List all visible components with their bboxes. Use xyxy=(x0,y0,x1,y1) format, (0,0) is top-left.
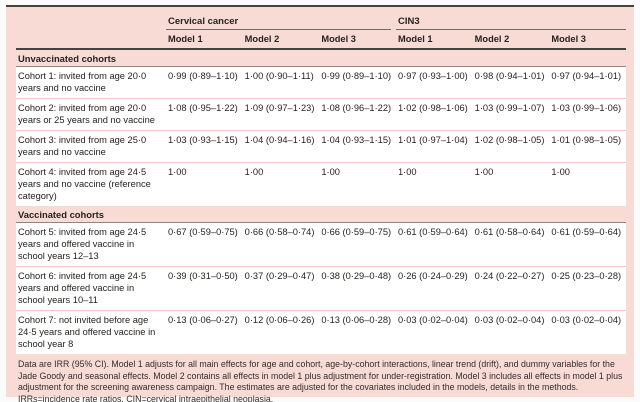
value-cell: 1·04 (0·94–1·16) xyxy=(244,135,315,145)
value-cell: 0·99 (0·89–1·10) xyxy=(168,71,238,81)
value-cell: 0·03 (0·02–0·04) xyxy=(397,315,468,325)
value-cell: 0·13 (0·06–0·27) xyxy=(168,315,238,325)
value-cell: 1·00 xyxy=(397,167,417,177)
value-cell: 1·08 (0·96–1·22) xyxy=(321,103,392,113)
value-cell: 1·08 (0·95–1·22) xyxy=(168,103,238,113)
table-row-cohort-6: Cohort 6: invited from age 24·5 years an… xyxy=(16,266,626,310)
row-label: Cohort 1: invited from age 20·0 years an… xyxy=(18,71,147,93)
table-body: Unvaccinated cohorts Cohort 1: invited f… xyxy=(16,50,626,354)
value-cell: 0·12 (0·06–0·26) xyxy=(244,315,315,325)
value-cell: 0·03 (0·02–0·04) xyxy=(474,315,545,325)
value-cell: 0·61 (0·58–0·64) xyxy=(474,227,545,237)
row-label: Cohort 5: invited from age 24·5 years an… xyxy=(18,227,147,261)
header-cc-model-2: Model 2 xyxy=(244,34,280,44)
value-cell: 1·00 xyxy=(474,167,494,177)
value-cell: 1·00 xyxy=(551,167,570,177)
value-cell: 0·61 (0·59–0·64) xyxy=(551,227,622,237)
value-cell: 1·09 (0·97–1·23) xyxy=(244,103,315,113)
value-cell: 1·03 (0·99–1·06) xyxy=(551,103,622,113)
value-cell: 1·03 (0·93–1·15) xyxy=(168,135,238,145)
value-cell: 1·01 (0·98–1·05) xyxy=(551,135,622,145)
value-cell: 0·13 (0·06–0·28) xyxy=(321,315,392,325)
section-header-vaccinated: Vaccinated cohorts xyxy=(16,206,626,223)
row-label: Cohort 7: not invited before age 24·5 ye… xyxy=(18,315,156,349)
value-cell: 0·24 (0·22–0·27) xyxy=(474,271,545,281)
value-cell: 0·38 (0·29–0·48) xyxy=(321,271,392,281)
row-label: Cohort 3: invited from age 25·0 years an… xyxy=(18,135,147,157)
header-cin3-model-1: Model 1 xyxy=(397,34,433,44)
value-cell: 0·66 (0·58–0·74) xyxy=(244,227,315,237)
value-cell: 1·02 (0·98–1·06) xyxy=(397,103,468,113)
value-cell: 0·67 (0·59–0·75) xyxy=(168,227,238,237)
value-cell: 0·26 (0·24–0·29) xyxy=(397,271,468,281)
value-cell: 0·66 (0·59–0·75) xyxy=(321,227,392,237)
table-row-cohort-7: Cohort 7: not invited before age 24·5 ye… xyxy=(16,310,626,354)
value-cell: 0·37 (0·29–0·47) xyxy=(244,271,315,281)
value-cell: 1·01 (0·97–1·04) xyxy=(397,135,468,145)
value-cell: 0·97 (0·94–1·01) xyxy=(551,71,622,81)
header-cin3-model-3: Model 3 xyxy=(551,34,586,44)
table-row-cohort-2: Cohort 2: invited from age 20·0 years or… xyxy=(16,98,626,130)
table-row-cohort-5: Cohort 5: invited from age 24·5 years an… xyxy=(16,223,626,266)
header-cc-model-1: Model 1 xyxy=(168,34,203,44)
header-cin3-model-2: Model 2 xyxy=(474,34,510,44)
table-footnote: Data are IRR (95% CI). Model 1 adjusts f… xyxy=(18,359,623,402)
value-cell: 0·61 (0·59–0·64) xyxy=(397,227,468,237)
table3-card: Cervical cancer CIN3 Model 1 Model 2 Mod… xyxy=(6,5,634,402)
value-cell: 1·00 xyxy=(168,167,187,177)
row-label: Cohort 2: invited from age 20·0 years or… xyxy=(18,103,155,125)
value-cell: 1·03 (0·99–1·07) xyxy=(474,103,545,113)
value-cell: 0·25 (0·23–0·28) xyxy=(551,271,622,281)
table-header: Cervical cancer CIN3 Model 1 Model 2 Mod… xyxy=(16,7,626,50)
table-row-cohort-1: Cohort 1: invited from age 20·0 years an… xyxy=(16,67,626,98)
row-label: Cohort 4: invited from age 24·5 years an… xyxy=(18,167,151,201)
value-cell: 0·97 (0·93–1·00) xyxy=(397,71,468,81)
value-cell: 1·04 (0·93–1·15) xyxy=(321,135,392,145)
col-group-cervical-cancer: Cervical cancer xyxy=(166,16,391,30)
header-cc-model-3: Model 3 xyxy=(321,34,356,44)
value-cell: 1·00 xyxy=(321,167,340,177)
table-row-cohort-4: Cohort 4: invited from age 24·5 years an… xyxy=(16,162,626,206)
value-cell: 0·98 (0·94–1·01) xyxy=(474,71,545,81)
value-cell: 0·39 (0·31–0·50) xyxy=(168,271,238,281)
col-group-cin3: CIN3 xyxy=(396,16,626,30)
section-header-unvaccinated: Unvaccinated cohorts xyxy=(16,50,626,67)
row-label: Cohort 6: invited from age 24·5 years an… xyxy=(18,271,147,305)
table-row-cohort-3: Cohort 3: invited from age 25·0 years an… xyxy=(16,130,626,162)
value-cell: 0·03 (0·02–0·04) xyxy=(551,315,622,325)
value-cell: 0·99 (0·89–1·10) xyxy=(321,71,392,81)
model-header-row: Model 1 Model 2 Model 3 Model 1 Model 2 … xyxy=(16,30,626,48)
value-cell: 1·00 (0·90–1·11) xyxy=(244,71,314,81)
value-cell: 1·02 (0·98–1·05) xyxy=(474,135,545,145)
column-group-row: Cervical cancer CIN3 xyxy=(16,7,626,30)
value-cell: 1·00 xyxy=(244,167,264,177)
